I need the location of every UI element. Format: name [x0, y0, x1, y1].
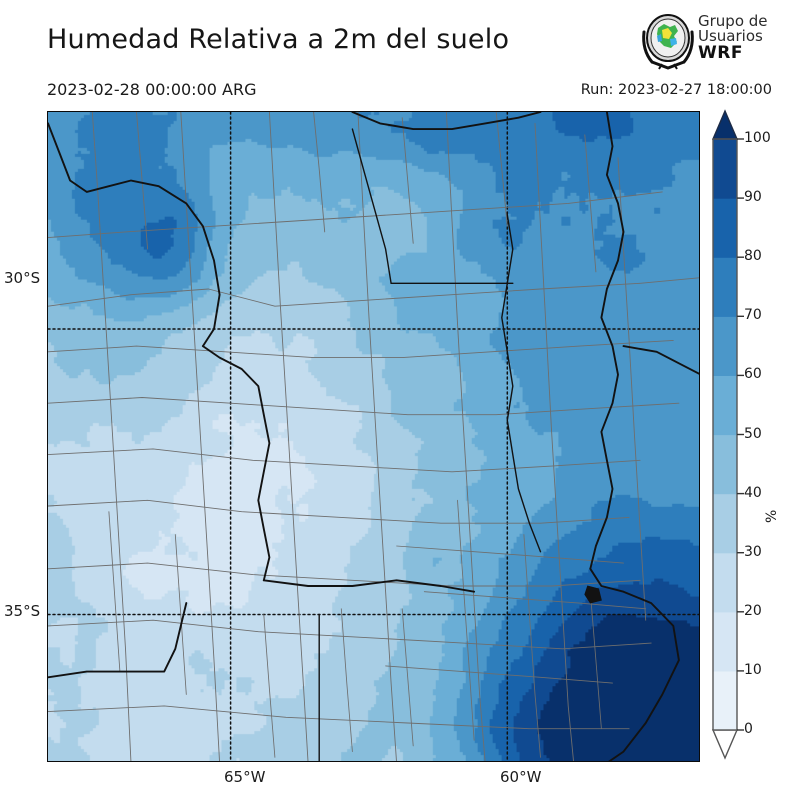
colorbar-tick-70: 70	[744, 307, 762, 324]
logo-line-1: Grupo de	[698, 12, 768, 30]
humidity-raster	[48, 112, 699, 761]
x-tick-label-60w: 60°W	[500, 768, 542, 786]
colorbar-gradient	[711, 109, 744, 760]
colorbar-tick-60: 60	[744, 366, 762, 383]
colorbar-tick-90: 90	[744, 189, 762, 206]
colorbar-tick-10: 10	[744, 661, 762, 678]
colorbar-tick-80: 80	[744, 248, 762, 265]
colorbar-tick-30: 30	[744, 543, 762, 560]
colorbar-tick-100: 100	[744, 130, 771, 146]
run-timestamp: Run: 2023-02-27 18:00:00	[580, 82, 772, 98]
logo-line-3: WRF	[698, 42, 743, 63]
colorbar: % 0 10 20 30 40 50 60 70 80 90 100	[700, 105, 800, 765]
colorbar-tick-0: 0	[744, 721, 753, 737]
page-title: Humedad Relativa a 2m del suelo	[47, 24, 510, 55]
brand-logo-text: Grupo de Usuarios WRF	[698, 12, 798, 63]
x-tick-label-65w: 65°W	[224, 768, 266, 786]
y-tick-label-30s: 30°S	[4, 269, 41, 287]
map-plot-area[interactable]	[47, 111, 700, 762]
colorbar-tick-20: 20	[744, 602, 762, 619]
colorbar-unit-label: %	[764, 509, 780, 523]
map-vector-overlay	[48, 112, 699, 761]
brand-logo: Grupo de Usuarios WRF	[640, 12, 800, 74]
colorbar-tick-50: 50	[744, 425, 762, 442]
globe-emblem-icon	[640, 12, 696, 70]
y-tick-label-35s: 35°S	[4, 602, 41, 620]
colorbar-tick-40: 40	[744, 484, 762, 501]
valid-timestamp: 2023-02-28 00:00:00 ARG	[47, 80, 257, 99]
logo-line-2: Usuarios	[698, 27, 763, 46]
